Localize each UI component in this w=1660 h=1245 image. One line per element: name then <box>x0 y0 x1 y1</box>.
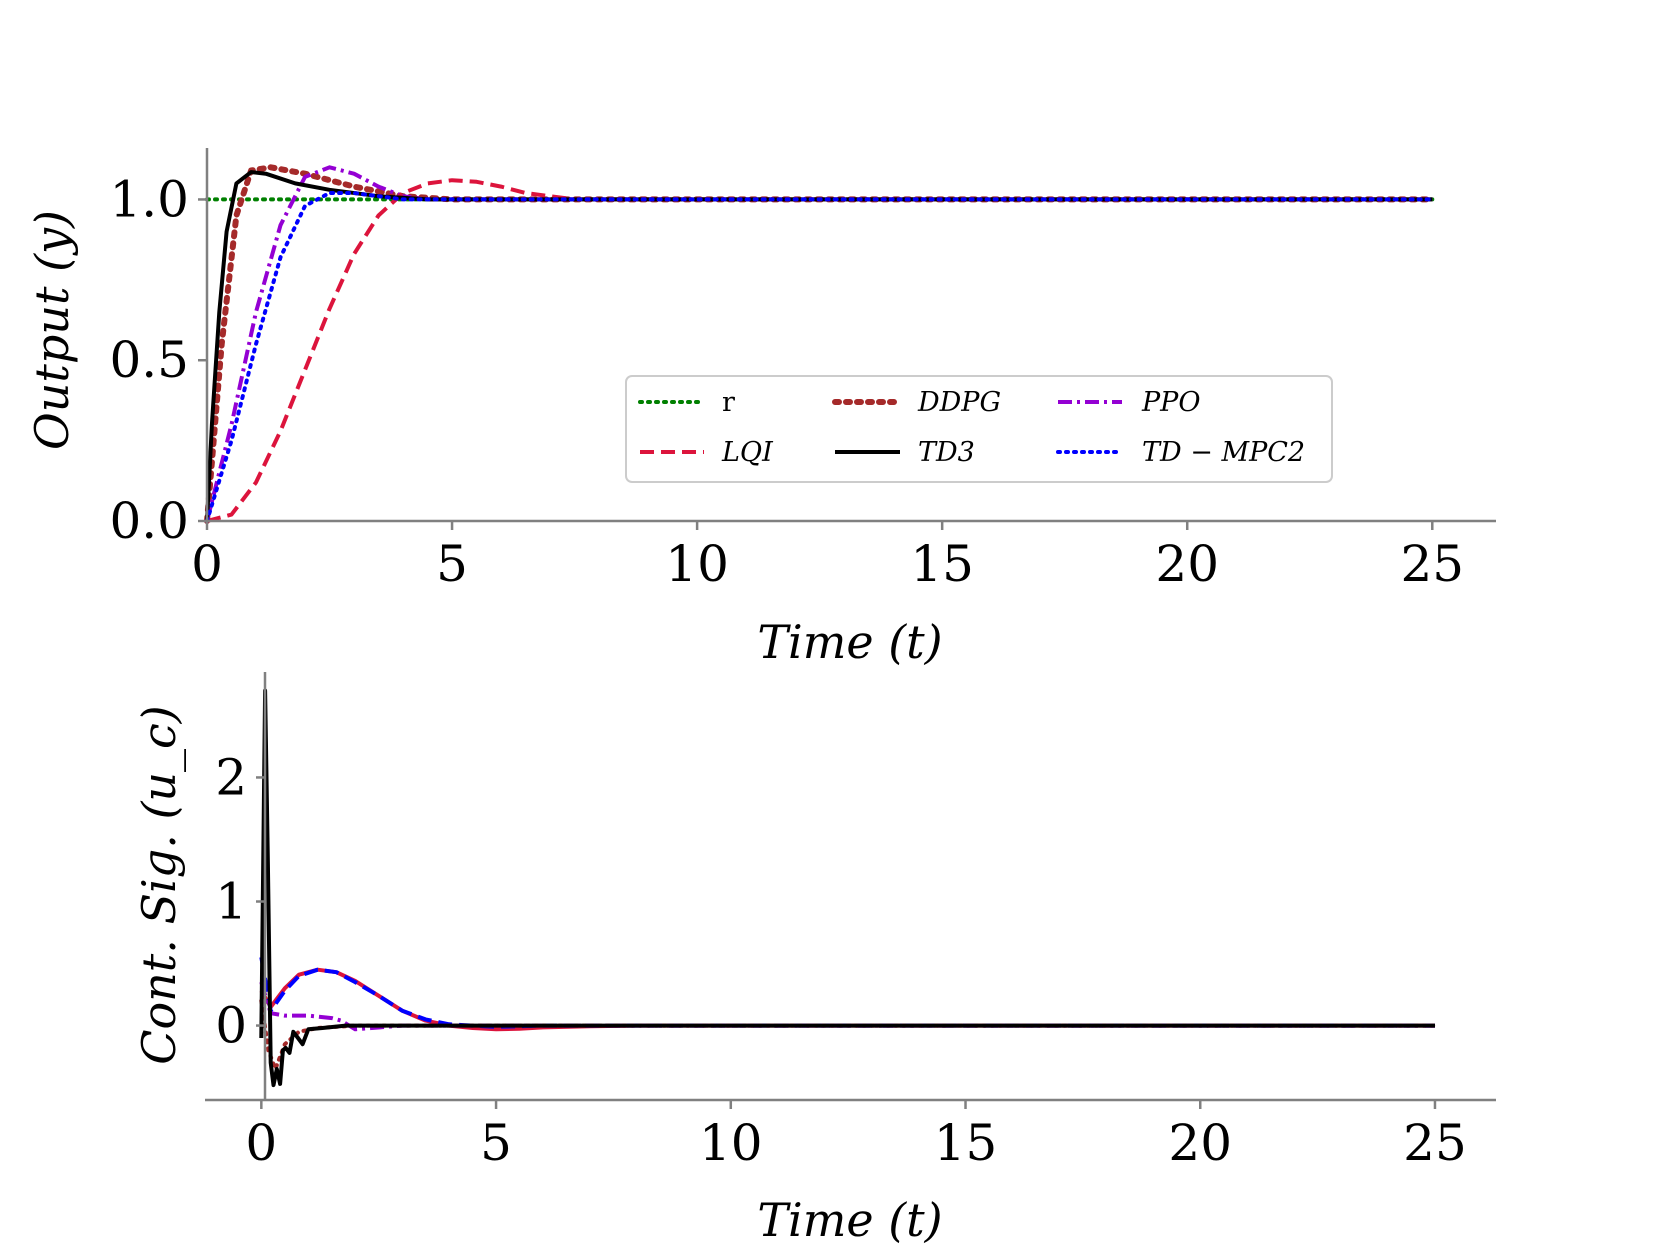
output-y-tick-label: 0.0 <box>109 492 189 550</box>
control-series-lqi <box>259 967 1435 1032</box>
output-series-lines <box>204 164 1436 524</box>
output-x-tick-label: 25 <box>1400 535 1464 593</box>
control-y-tick-label: 2 <box>215 748 247 806</box>
output-x-axis-label: Time (t) <box>757 615 942 669</box>
control-x-tick-label: 20 <box>1168 1114 1232 1172</box>
control-x-ticks: 0 5 10 15 20 25 <box>245 1100 1467 1172</box>
output-y-tick-label: 1.0 <box>109 170 189 228</box>
control-series-lines <box>259 688 1437 1088</box>
output-x-tick-label: 5 <box>436 535 468 593</box>
legend-label-lqi: LQI <box>721 437 774 468</box>
output-x-tick-label: 10 <box>665 535 729 593</box>
control-y-axis-label: Cont. Sig. (u_c) <box>132 705 186 1064</box>
output-x-ticks: 0 5 10 15 20 25 <box>191 521 1464 593</box>
legend-label-r: r <box>722 387 735 418</box>
legend-label-ddpg: DDPG <box>917 387 1001 418</box>
control-x-tick-label: 0 <box>245 1114 277 1172</box>
output-x-tick-label: 20 <box>1155 535 1219 593</box>
output-plot: 0 5 10 15 20 25 0.0 0.5 1.0 Time (t) Output (y)… <box>25 148 1496 669</box>
control-x-axis-label: Time (t) <box>757 1193 942 1245</box>
legend: r LQI DDPG TD3 PPO TD − MPC2 <box>625 375 1333 483</box>
legend-label-td-mpc2: TD − MPC2 <box>1142 437 1305 468</box>
control-series-td3 <box>259 688 1435 1088</box>
output-x-tick-label: 0 <box>191 535 223 593</box>
control-signal-plot: 0 5 10 15 20 25 0 1 2 Time (t) Cont. Sig. (u_c) <box>132 672 1496 1245</box>
output-series-td-mpc2 <box>205 191 1435 523</box>
control-y-tick-label: 0 <box>215 997 247 1055</box>
output-x-tick-label: 15 <box>910 535 974 593</box>
output-y-tick-label: 0.5 <box>109 331 189 389</box>
control-x-tick-label: 15 <box>934 1114 998 1172</box>
control-x-tick-label: 10 <box>699 1114 763 1172</box>
legend-label-ppo: PPO <box>1141 387 1200 418</box>
legend-label-td3: TD3 <box>918 437 975 468</box>
control-x-tick-label: 25 <box>1403 1114 1467 1172</box>
control-series-td-mpc2 <box>259 956 1435 1029</box>
control-y-ticks: 0 1 2 <box>215 748 265 1055</box>
control-x-tick-label: 5 <box>480 1114 512 1172</box>
control-y-tick-label: 1 <box>215 873 247 931</box>
output-y-axis-label: Output (y) <box>25 210 79 450</box>
output-y-ticks: 0.0 0.5 1.0 <box>109 170 207 550</box>
legend-frame <box>625 375 1333 483</box>
control-series-ddpg <box>259 998 1437 1071</box>
